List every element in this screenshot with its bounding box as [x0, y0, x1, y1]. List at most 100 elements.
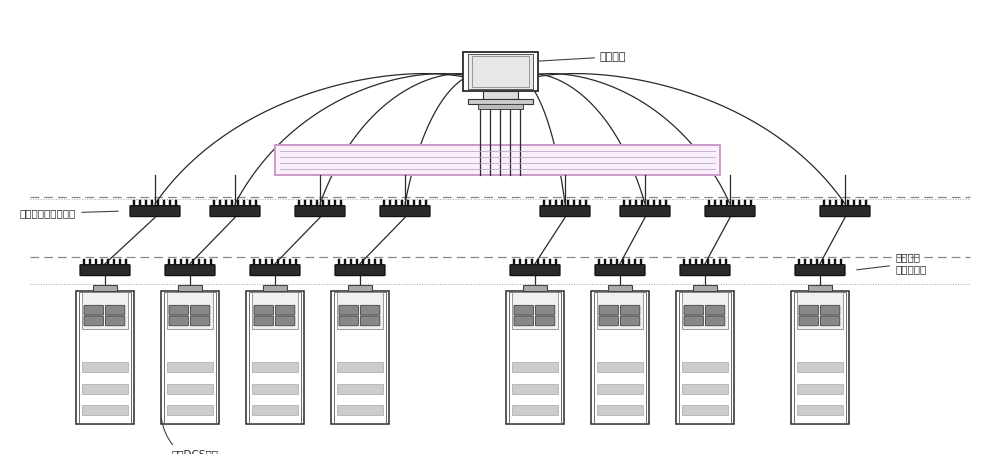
FancyBboxPatch shape — [360, 316, 380, 326]
Bar — [253, 259, 255, 265]
Bar — [462, 52, 538, 91]
Bar — [337, 292, 383, 330]
Bar — [478, 104, 522, 109]
Bar — [561, 200, 563, 206]
Bar — [167, 292, 213, 330]
Bar — [151, 200, 153, 206]
Bar — [647, 200, 649, 206]
Bar — [810, 259, 812, 265]
Bar — [579, 200, 581, 206]
Bar — [653, 200, 655, 206]
Bar — [797, 292, 843, 330]
FancyBboxPatch shape — [84, 316, 103, 326]
Bar — [252, 292, 298, 330]
Bar — [537, 259, 539, 265]
Bar — [482, 91, 518, 99]
Bar — [689, 259, 691, 265]
Bar — [337, 384, 383, 394]
Bar — [616, 259, 618, 265]
Bar — [519, 259, 521, 265]
Bar — [585, 200, 587, 206]
Bar — [337, 405, 383, 415]
Bar — [725, 259, 727, 265]
Bar — [640, 259, 642, 265]
Bar — [249, 200, 251, 206]
Bar — [634, 259, 636, 265]
FancyBboxPatch shape — [705, 316, 725, 326]
Bar — [847, 200, 849, 206]
Bar — [82, 405, 128, 415]
Bar — [472, 56, 528, 87]
Bar — [362, 259, 364, 265]
Bar — [594, 292, 646, 423]
Bar — [167, 405, 213, 415]
Bar — [543, 200, 545, 206]
Bar — [350, 259, 352, 265]
Bar — [407, 200, 409, 206]
FancyBboxPatch shape — [380, 206, 430, 217]
Bar — [145, 200, 147, 206]
Bar — [804, 259, 806, 265]
Bar — [79, 292, 131, 423]
Bar — [322, 200, 324, 206]
Bar — [395, 200, 397, 206]
Bar — [344, 259, 346, 265]
Bar — [219, 200, 221, 206]
FancyBboxPatch shape — [275, 306, 295, 315]
Bar — [635, 200, 637, 206]
Bar — [608, 285, 632, 291]
Bar — [283, 259, 285, 265]
FancyBboxPatch shape — [684, 316, 703, 326]
Bar — [610, 259, 612, 265]
Bar — [525, 259, 527, 265]
Bar — [659, 200, 661, 206]
Bar — [419, 200, 421, 206]
Bar — [356, 259, 358, 265]
Bar — [512, 292, 558, 330]
Bar — [834, 259, 836, 265]
Bar — [255, 200, 257, 206]
Bar — [794, 292, 846, 423]
Bar — [133, 200, 135, 206]
Bar — [401, 200, 403, 206]
Bar — [331, 291, 389, 424]
Bar — [76, 291, 134, 424]
Bar — [231, 200, 233, 206]
Bar — [246, 291, 304, 424]
Bar — [468, 54, 532, 89]
FancyBboxPatch shape — [595, 265, 645, 276]
Bar — [174, 259, 176, 265]
Bar — [82, 384, 128, 394]
FancyBboxPatch shape — [799, 316, 818, 326]
FancyBboxPatch shape — [599, 316, 618, 326]
Bar — [573, 200, 575, 206]
Bar — [275, 145, 720, 175]
Bar — [213, 200, 215, 206]
Bar — [713, 259, 715, 265]
Bar — [549, 200, 551, 206]
Bar — [82, 292, 128, 330]
Bar — [683, 259, 685, 265]
FancyBboxPatch shape — [620, 316, 640, 326]
FancyBboxPatch shape — [105, 306, 125, 315]
Bar — [750, 200, 752, 206]
Bar — [271, 259, 273, 265]
Bar — [822, 259, 824, 265]
Bar — [139, 200, 141, 206]
Bar — [93, 285, 117, 291]
Text: 机柜光电
转换集线器: 机柜光电 转换集线器 — [857, 252, 926, 274]
Bar — [665, 200, 667, 206]
Bar — [506, 291, 564, 424]
Bar — [169, 200, 171, 206]
Bar — [708, 200, 710, 206]
Bar — [512, 405, 558, 415]
Bar — [468, 99, 532, 104]
Bar — [289, 259, 291, 265]
Bar — [597, 362, 643, 372]
Bar — [682, 384, 728, 394]
Bar — [389, 200, 391, 206]
FancyBboxPatch shape — [295, 206, 345, 217]
Bar — [726, 200, 728, 206]
Bar — [732, 200, 734, 206]
Bar — [512, 384, 558, 394]
